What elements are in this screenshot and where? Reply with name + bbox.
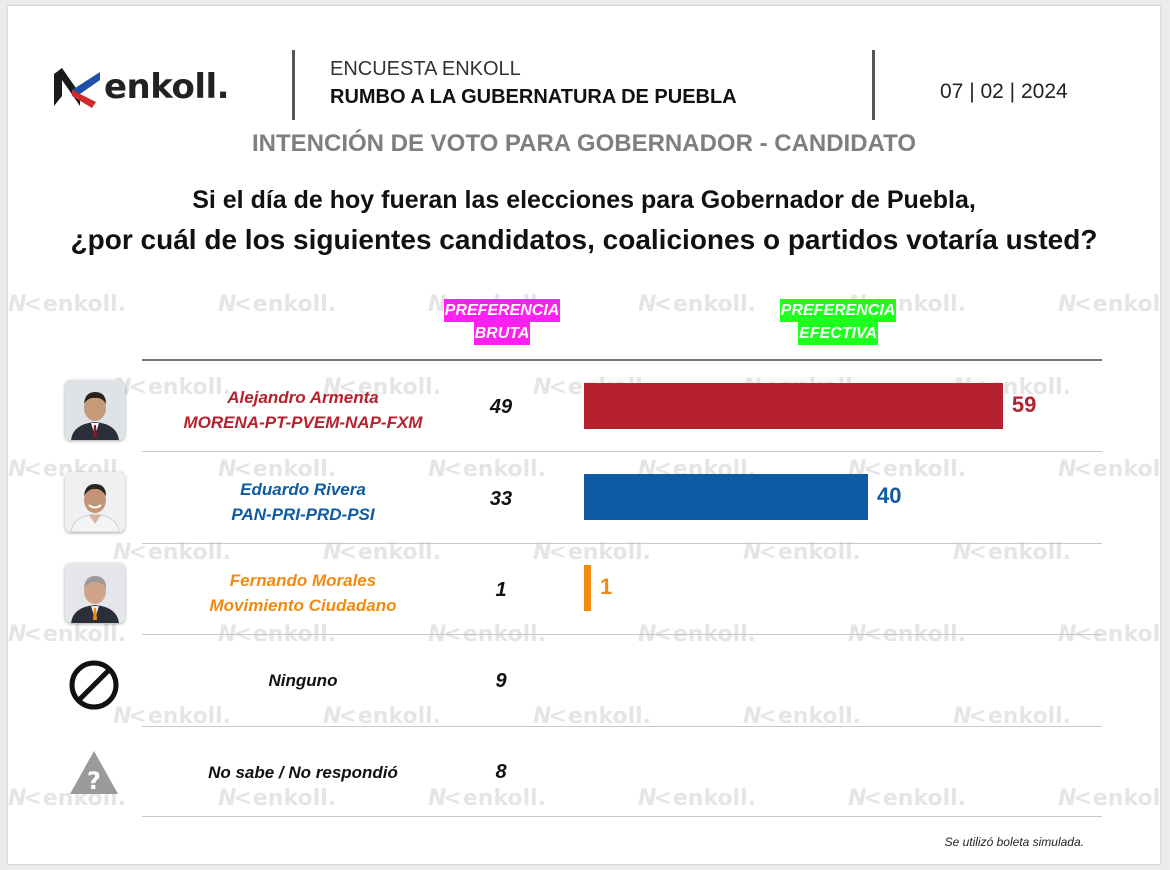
enkoll-logo-mark-icon: [54, 68, 100, 108]
candidate-photo-rivera: [65, 472, 125, 532]
option-name: Ninguno: [268, 671, 338, 690]
bruta-value: 1: [495, 579, 507, 601]
candidate-party: Movimiento Ciudadano: [209, 596, 397, 615]
watermark-logo: N<enkoll.: [218, 786, 337, 811]
header-date: 07 | 02 | 2024: [940, 80, 1068, 103]
candidate-label-rivera: Eduardo Rivera PAN-PRI-PRD-PSI: [148, 477, 458, 527]
row-separator: [142, 451, 1102, 452]
candidate-name: Alejandro Armenta: [227, 388, 379, 407]
header-survey-label: ENCUESTA ENKOLL: [330, 58, 521, 80]
column-header-efectiva-line2: EFECTIVA: [798, 322, 878, 345]
column-header-bruta: PREFERENCIA BRUTA: [432, 299, 572, 345]
option-label-no-sabe: No sabe / No respondió: [148, 760, 458, 785]
candidate-party: MORENA-PT-PVEM-NAP-FXM: [183, 413, 423, 432]
watermark-logo: N<enkoll.: [1058, 786, 1160, 811]
candidate-party: PAN-PRI-PRD-PSI: [231, 505, 375, 524]
option-label-ninguno: Ninguno: [148, 668, 458, 693]
efectiva-value: 1: [600, 574, 613, 599]
watermark-logo: N<enkoll.: [8, 292, 127, 317]
column-header-bruta-line2: BRUTA: [473, 322, 531, 345]
watermark-logo: N<enkoll.: [218, 292, 337, 317]
bruta-value: 33: [489, 488, 513, 510]
efectiva-bar: [584, 474, 868, 520]
prohibited-icon: [68, 659, 120, 716]
row-separator: [142, 543, 1102, 544]
efectiva-bar: [584, 383, 1003, 429]
watermark-logo: N<enkoll.: [1058, 457, 1160, 482]
bruta-value: 9: [495, 670, 507, 692]
svg-text:?: ?: [87, 767, 101, 795]
watermark-logo: N<enkoll.: [1058, 292, 1160, 317]
candidate-label-morales: Fernando Morales Movimiento Ciudadano: [148, 568, 458, 618]
column-header-efectiva: PREFERENCIA EFECTIVA: [768, 299, 908, 345]
header-survey-title: RUMBO A LA GUBERNATURA DE PUEBLA: [330, 86, 737, 108]
candidate-photo-morales: [65, 563, 125, 623]
column-header-bruta-line1: PREFERENCIA: [443, 299, 561, 322]
watermark-logo: N<enkoll.: [638, 786, 757, 811]
question-line-2: ¿por cuál de los siguientes candidatos, …: [70, 224, 1098, 255]
candidate-name: Fernando Morales: [229, 571, 377, 590]
watermark-logo: N<enkoll.: [848, 786, 967, 811]
chart-subtitle: INTENCIÓN DE VOTO PARA GOBERNADOR - CAND…: [251, 130, 917, 157]
candidate-label-armenta: Alejandro Armenta MORENA-PT-PVEM-NAP-FXM: [148, 385, 458, 435]
survey-slide: N<enkoll. N<enkoll. N<enkoll. N<enkoll. N<en…: [8, 6, 1160, 864]
enkoll-logo-text: enkoll.: [104, 67, 230, 107]
enkoll-logo: enkoll.: [50, 62, 230, 112]
candidate-name: Eduardo Rivera: [240, 480, 366, 499]
question-warning-icon: ?: [68, 748, 120, 803]
header-divider: [872, 50, 875, 120]
question-line-1: Si el día de hoy fueran las elecciones p…: [192, 186, 976, 214]
header-separator: [142, 359, 1102, 361]
watermark-logo: N<enkoll.: [638, 292, 757, 317]
bruta-value: 49: [489, 396, 513, 418]
candidate-photo-armenta: [65, 380, 125, 440]
row-separator: [142, 816, 1102, 817]
row-separator: [142, 726, 1102, 727]
efectiva-bar: [584, 565, 591, 611]
bruta-value: 8: [495, 761, 507, 783]
row-separator: [142, 634, 1102, 635]
efectiva-value: 40: [877, 483, 902, 508]
footnote: Se utilizó boleta simulada.: [944, 835, 1084, 849]
watermark-logo: N<enkoll.: [428, 786, 547, 811]
option-name: No sabe / No respondió: [208, 763, 398, 782]
efectiva-value: 59: [1011, 392, 1037, 417]
watermark-logo: N<enkoll.: [8, 622, 127, 647]
header-divider: [292, 50, 295, 120]
column-header-efectiva-line1: PREFERENCIA: [779, 299, 897, 322]
